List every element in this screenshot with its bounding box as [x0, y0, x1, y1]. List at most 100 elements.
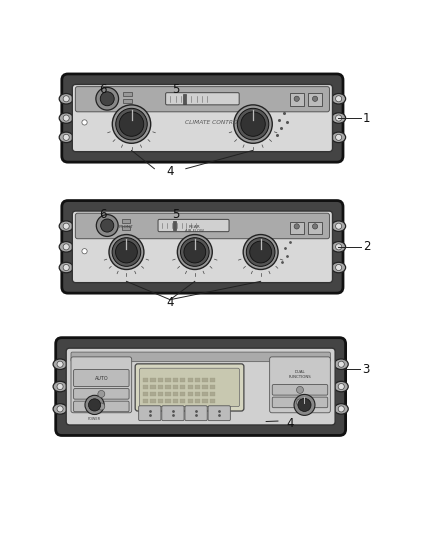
Ellipse shape	[334, 381, 348, 392]
Circle shape	[63, 223, 69, 229]
Circle shape	[116, 241, 138, 263]
Circle shape	[57, 361, 63, 367]
Circle shape	[241, 112, 265, 136]
Bar	[150, 385, 155, 389]
Ellipse shape	[53, 403, 67, 414]
Bar	[143, 399, 148, 403]
Circle shape	[184, 241, 206, 263]
FancyBboxPatch shape	[62, 200, 343, 293]
Bar	[210, 392, 215, 396]
Bar	[165, 392, 170, 396]
Bar	[183, 94, 186, 103]
FancyBboxPatch shape	[140, 368, 240, 407]
Circle shape	[243, 235, 278, 270]
Circle shape	[63, 244, 69, 250]
Bar	[308, 93, 322, 107]
Bar	[195, 378, 200, 382]
FancyBboxPatch shape	[185, 406, 207, 421]
Bar	[165, 378, 170, 382]
Circle shape	[338, 361, 344, 367]
Circle shape	[180, 238, 209, 266]
Ellipse shape	[332, 93, 346, 104]
Ellipse shape	[59, 262, 73, 273]
Circle shape	[237, 108, 269, 140]
FancyBboxPatch shape	[71, 357, 132, 413]
Circle shape	[312, 224, 318, 229]
Text: 2: 2	[363, 240, 371, 253]
Bar	[180, 399, 185, 403]
Text: AUTO: AUTO	[95, 376, 108, 381]
FancyBboxPatch shape	[270, 357, 330, 413]
Bar	[123, 92, 132, 96]
FancyBboxPatch shape	[74, 401, 129, 411]
FancyBboxPatch shape	[139, 406, 161, 421]
FancyBboxPatch shape	[75, 213, 329, 239]
Circle shape	[96, 215, 118, 237]
Circle shape	[246, 238, 275, 266]
Bar	[290, 222, 304, 234]
Text: REAR: REAR	[189, 225, 201, 229]
Bar	[165, 385, 170, 389]
Bar	[173, 378, 178, 382]
Circle shape	[96, 87, 119, 110]
Text: POWER: POWER	[88, 417, 101, 421]
Bar	[158, 392, 163, 396]
Ellipse shape	[53, 381, 67, 392]
Circle shape	[100, 92, 114, 106]
FancyBboxPatch shape	[272, 397, 328, 408]
Bar	[143, 378, 148, 382]
Ellipse shape	[332, 221, 346, 231]
Ellipse shape	[59, 132, 73, 142]
Bar	[202, 378, 208, 382]
Bar	[158, 385, 163, 389]
Circle shape	[63, 96, 69, 102]
Bar	[150, 392, 155, 396]
FancyBboxPatch shape	[72, 211, 332, 282]
Bar	[180, 378, 185, 382]
Circle shape	[82, 248, 87, 254]
Text: FRONT: FRONT	[119, 225, 134, 229]
Bar	[143, 392, 148, 396]
Bar	[202, 399, 208, 403]
Circle shape	[336, 223, 342, 229]
Bar	[173, 221, 176, 230]
Circle shape	[177, 235, 212, 270]
FancyBboxPatch shape	[56, 338, 346, 435]
Circle shape	[294, 224, 299, 229]
Circle shape	[63, 115, 69, 121]
FancyBboxPatch shape	[272, 384, 328, 395]
Bar	[122, 219, 130, 223]
Circle shape	[338, 406, 344, 412]
Ellipse shape	[334, 359, 348, 369]
Circle shape	[85, 395, 104, 415]
Bar	[122, 226, 130, 230]
Text: AIR FLOW: AIR FLOW	[185, 229, 204, 233]
Circle shape	[98, 391, 105, 398]
Circle shape	[112, 105, 151, 143]
Bar	[210, 378, 215, 382]
Circle shape	[119, 112, 144, 136]
Bar	[123, 99, 132, 103]
Bar	[150, 378, 155, 382]
Circle shape	[57, 384, 63, 390]
Circle shape	[294, 394, 315, 415]
Ellipse shape	[334, 403, 348, 414]
Bar	[195, 385, 200, 389]
Ellipse shape	[59, 93, 73, 104]
Bar	[290, 93, 304, 107]
Bar	[187, 392, 193, 396]
FancyBboxPatch shape	[75, 87, 329, 112]
Bar	[195, 392, 200, 396]
Bar	[210, 385, 215, 389]
Circle shape	[234, 105, 272, 143]
Text: 6: 6	[99, 83, 107, 96]
Bar	[173, 392, 178, 396]
Circle shape	[82, 120, 87, 125]
Bar	[150, 399, 155, 403]
Text: 5: 5	[172, 83, 179, 96]
Text: 5: 5	[172, 208, 179, 221]
FancyBboxPatch shape	[158, 220, 229, 232]
Circle shape	[98, 403, 105, 410]
Circle shape	[250, 241, 272, 263]
Circle shape	[298, 398, 311, 411]
